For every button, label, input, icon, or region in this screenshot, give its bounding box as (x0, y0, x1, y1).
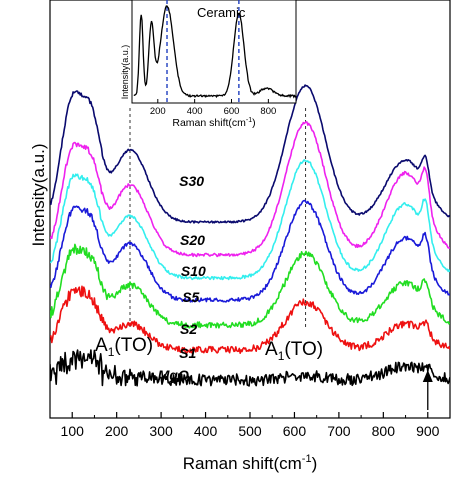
series-label-s20: S20 (180, 232, 205, 248)
y-axis-title: Intensity(a.u.) (29, 144, 48, 247)
inset-y-axis-title: Intensity(a.u.) (120, 45, 130, 100)
inset-title: Ceramic (197, 5, 246, 20)
inset-x-tick-label: 800 (260, 106, 276, 117)
x-axis-title-main: Raman shift(cm (183, 454, 302, 473)
x-tick-label: 600 (283, 423, 307, 439)
inset-series-line (133, 5, 297, 99)
annotation-main: A (265, 339, 278, 360)
x-axis-title-sup: -1 (302, 453, 312, 465)
x-tick-label: 700 (327, 423, 351, 439)
series-group (50, 84, 450, 387)
series-label-s2: S2 (180, 321, 197, 337)
annotation-sub: 1 (278, 349, 285, 363)
annotation-end: (TO) (114, 335, 153, 356)
x-tick-label: 200 (105, 423, 129, 439)
inset-x-tick-label: 600 (224, 106, 240, 117)
inset-x-axis-title-sup: -1 (246, 117, 252, 124)
annotation-a1to-left: A1(TO) (95, 335, 153, 359)
inset-chart: 200 400 600 800 Ceramic Raman shift(cm-1) I… (120, 0, 297, 129)
x-tick-label: 900 (416, 423, 440, 439)
inset-x-axis-title-end: ) (252, 117, 256, 129)
annotation-a1to-right: A1(TO) (265, 339, 323, 363)
inset-x-tick-label: 400 (187, 106, 203, 117)
annotation-end: (TO) (284, 339, 323, 360)
x-axis-title: Raman shift(cm-1) (183, 453, 317, 473)
annotation-main: A (95, 335, 108, 356)
x-axis: 100 200 300 400 500 600 700 800 900 (49, 412, 451, 439)
series-label-mgo: MgO (158, 367, 189, 383)
x-axis-title-end: ) (312, 454, 318, 473)
inset-reference-lines (166, 0, 240, 103)
inset-x-axis-title-main: Raman shift(cm (172, 117, 246, 129)
x-tick-label: 400 (194, 423, 218, 439)
series-labels: MgO S1 S2 S5 S10 S20 S30 (158, 173, 206, 383)
series-line-s30 (50, 84, 450, 224)
x-tick-label: 100 (61, 423, 85, 439)
series-line-s10 (50, 159, 450, 281)
series-line-s5 (50, 199, 450, 303)
annotation-sub: 1 (108, 345, 115, 359)
series-label-s5: S5 (182, 289, 199, 305)
series-label-s30: S30 (179, 173, 204, 189)
series-label-s10: S10 (181, 263, 206, 279)
series-line-mgo (50, 349, 450, 387)
series-line-s20 (50, 121, 450, 258)
inset-x-tick-label: 200 (150, 106, 166, 117)
series-line-s2 (50, 243, 450, 329)
x-tick-label: 300 (149, 423, 173, 439)
inset-series-group (133, 5, 297, 99)
inset-x-axis-title: Raman shift(cm-1) (172, 117, 255, 129)
x-tick-label: 800 (372, 423, 396, 439)
inset-x-axis: 200 400 600 800 (150, 99, 276, 117)
arrow-annotation (422, 370, 433, 410)
x-tick-label: 500 (238, 423, 262, 439)
reference-lines (129, 108, 307, 330)
series-label-s1: S1 (179, 345, 196, 361)
series-line-s1 (50, 285, 450, 354)
